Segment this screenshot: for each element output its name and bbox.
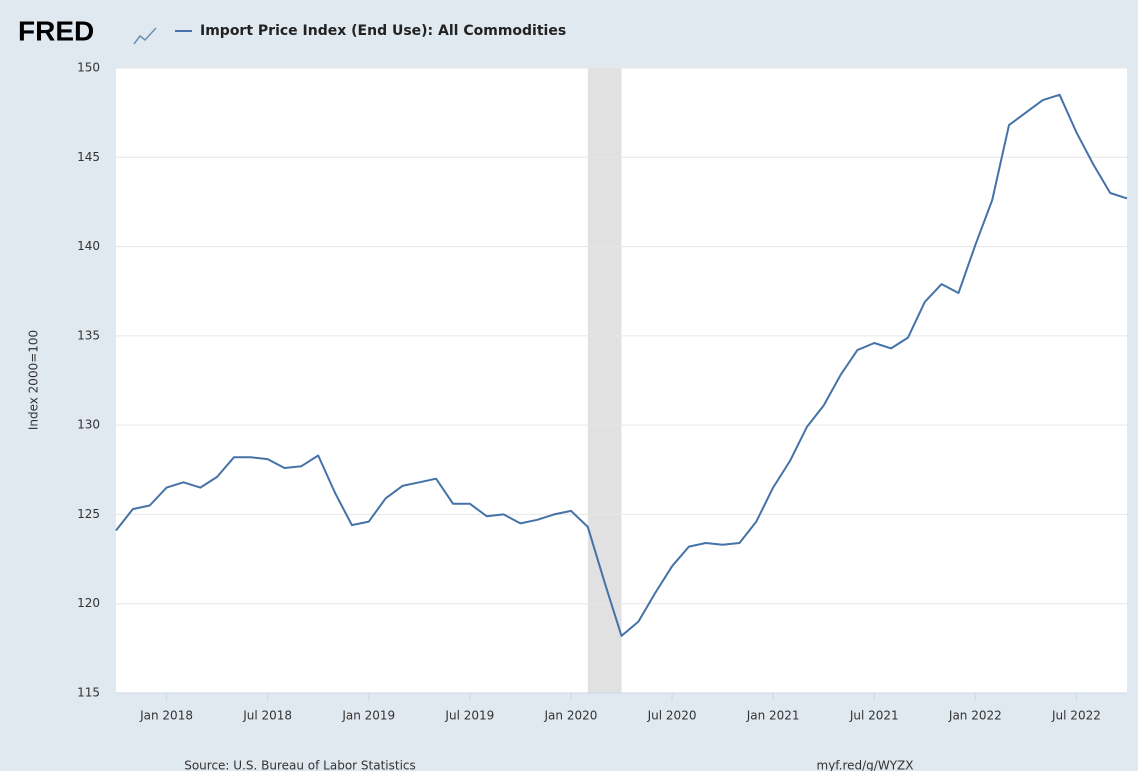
- line: [115, 93, 1128, 637]
- y-axis-label: Index 2000=100: [27, 330, 41, 430]
- link: myf.red/g/WYZX: [817, 759, 914, 771]
- legend-label: Import Price Index (End Use): All Commod…: [200, 23, 566, 39]
- logo: FRED: [18, 15, 94, 46]
- logo-icon: [133, 27, 157, 45]
- y-tick-label: 120: [77, 596, 100, 610]
- recession-shading: [587, 68, 622, 693]
- y-tick-label: 125: [77, 507, 100, 521]
- x-tick-label: Jan 2022: [948, 709, 1002, 723]
- x-tick-label: Jul 2019: [444, 709, 494, 723]
- x-tick-label: Jan 2021: [746, 709, 800, 723]
- y-tick-label: 140: [77, 239, 100, 253]
- x-tick-label: Jan 2020: [544, 709, 598, 723]
- x-tick-label: Jul 2018: [242, 709, 292, 723]
- x-tick-label: Jul 2021: [849, 709, 899, 723]
- x-tick-label: Jan 2018: [139, 709, 193, 723]
- y-tick-label: 150: [77, 61, 100, 75]
- y-tick-label: 135: [77, 328, 100, 342]
- y-tick-label: 130: [77, 418, 100, 432]
- x-tick-label: Jul 2022: [1051, 709, 1101, 723]
- x-tick-label: Jan 2019: [341, 709, 395, 723]
- x-tick-label: Jul 2020: [647, 709, 697, 723]
- y-tick-label: 145: [77, 150, 100, 164]
- y-tick-label: 115: [77, 686, 100, 700]
- source: Source: U.S. Bureau of Labor Statistics: [184, 759, 416, 771]
